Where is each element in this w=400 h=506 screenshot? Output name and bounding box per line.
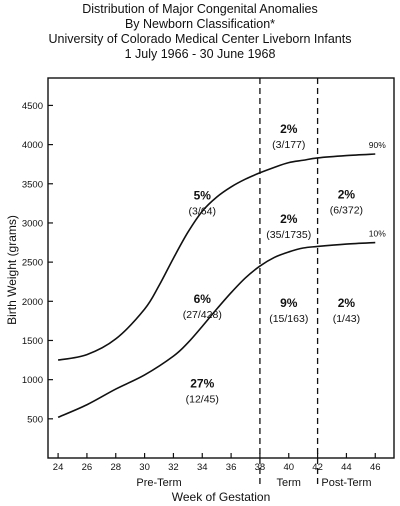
x-tick-label: 28 (110, 462, 121, 473)
annotation-percent: 6% (194, 292, 212, 306)
y-tick-label: 1000 (22, 375, 43, 386)
term-label: Post-Term (321, 477, 371, 489)
annotation-percent: 2% (280, 212, 298, 226)
x-tick-label: 40 (283, 462, 294, 473)
y-tick-label: 2000 (22, 297, 43, 308)
term-label: Term (277, 477, 301, 489)
x-tick-label: 24 (53, 462, 64, 473)
title-line-1: Distribution of Major Congenital Anomali… (82, 2, 318, 16)
x-tick-label: 42 (312, 462, 323, 473)
y-tick-label: 3000 (22, 218, 43, 229)
y-tick-label: 4000 (22, 140, 43, 151)
annotation-percent: 2% (338, 188, 356, 202)
annotation-percent: 27% (190, 376, 214, 390)
y-tick-label: 1500 (22, 336, 43, 347)
y-axis-label: Birth Weight (grams) (5, 215, 19, 325)
annotation-percent: 2% (280, 122, 298, 136)
chart-title: Distribution of Major Congenital Anomali… (0, 2, 400, 62)
annotation-fraction: (3/64) (189, 205, 216, 217)
annotation-fraction: (12/45) (186, 393, 219, 405)
x-tick-label: 36 (226, 462, 237, 473)
x-tick-label: 34 (197, 462, 208, 473)
percentile-curve-10 (57, 241, 376, 418)
annotation-fraction: (6/372) (330, 205, 363, 217)
y-tick-label: 500 (27, 414, 43, 425)
annotation-percent: 5% (194, 188, 212, 202)
x-tick-label: 38 (255, 462, 266, 473)
x-tick-label: 30 (139, 462, 150, 473)
percentile-curve-90 (57, 153, 376, 361)
term-label: Pre-Term (136, 477, 181, 489)
series-label: 10% (369, 229, 386, 239)
annotation-fraction: (27/428) (183, 309, 222, 321)
y-tick-label: 4500 (22, 101, 43, 112)
annotation-percent: 9% (280, 296, 298, 310)
plot-frame (47, 77, 395, 459)
title-line-3: University of Colorado Medical Center Li… (48, 32, 352, 46)
title-line-4: 1 July 1966 - 30 June 1968 (124, 47, 276, 61)
x-axis-label: Week of Gestation (172, 490, 271, 504)
annotation-percent: 2% (338, 296, 356, 310)
x-tick-label: 26 (82, 462, 93, 473)
x-tick-label: 44 (341, 462, 352, 473)
series-label: 90% (369, 140, 386, 150)
annotation-fraction: (1/43) (333, 313, 360, 325)
y-tick-label: 2500 (22, 258, 43, 269)
x-tick-label: 46 (370, 462, 381, 473)
annotation-fraction: (3/177) (272, 139, 305, 151)
annotation-fraction: (15/163) (269, 313, 308, 325)
annotation-fraction: (35/1735) (266, 229, 311, 241)
title-line-2: By Newborn Classification* (124, 17, 276, 31)
x-tick-label: 32 (168, 462, 179, 473)
y-tick-label: 3500 (22, 179, 43, 190)
